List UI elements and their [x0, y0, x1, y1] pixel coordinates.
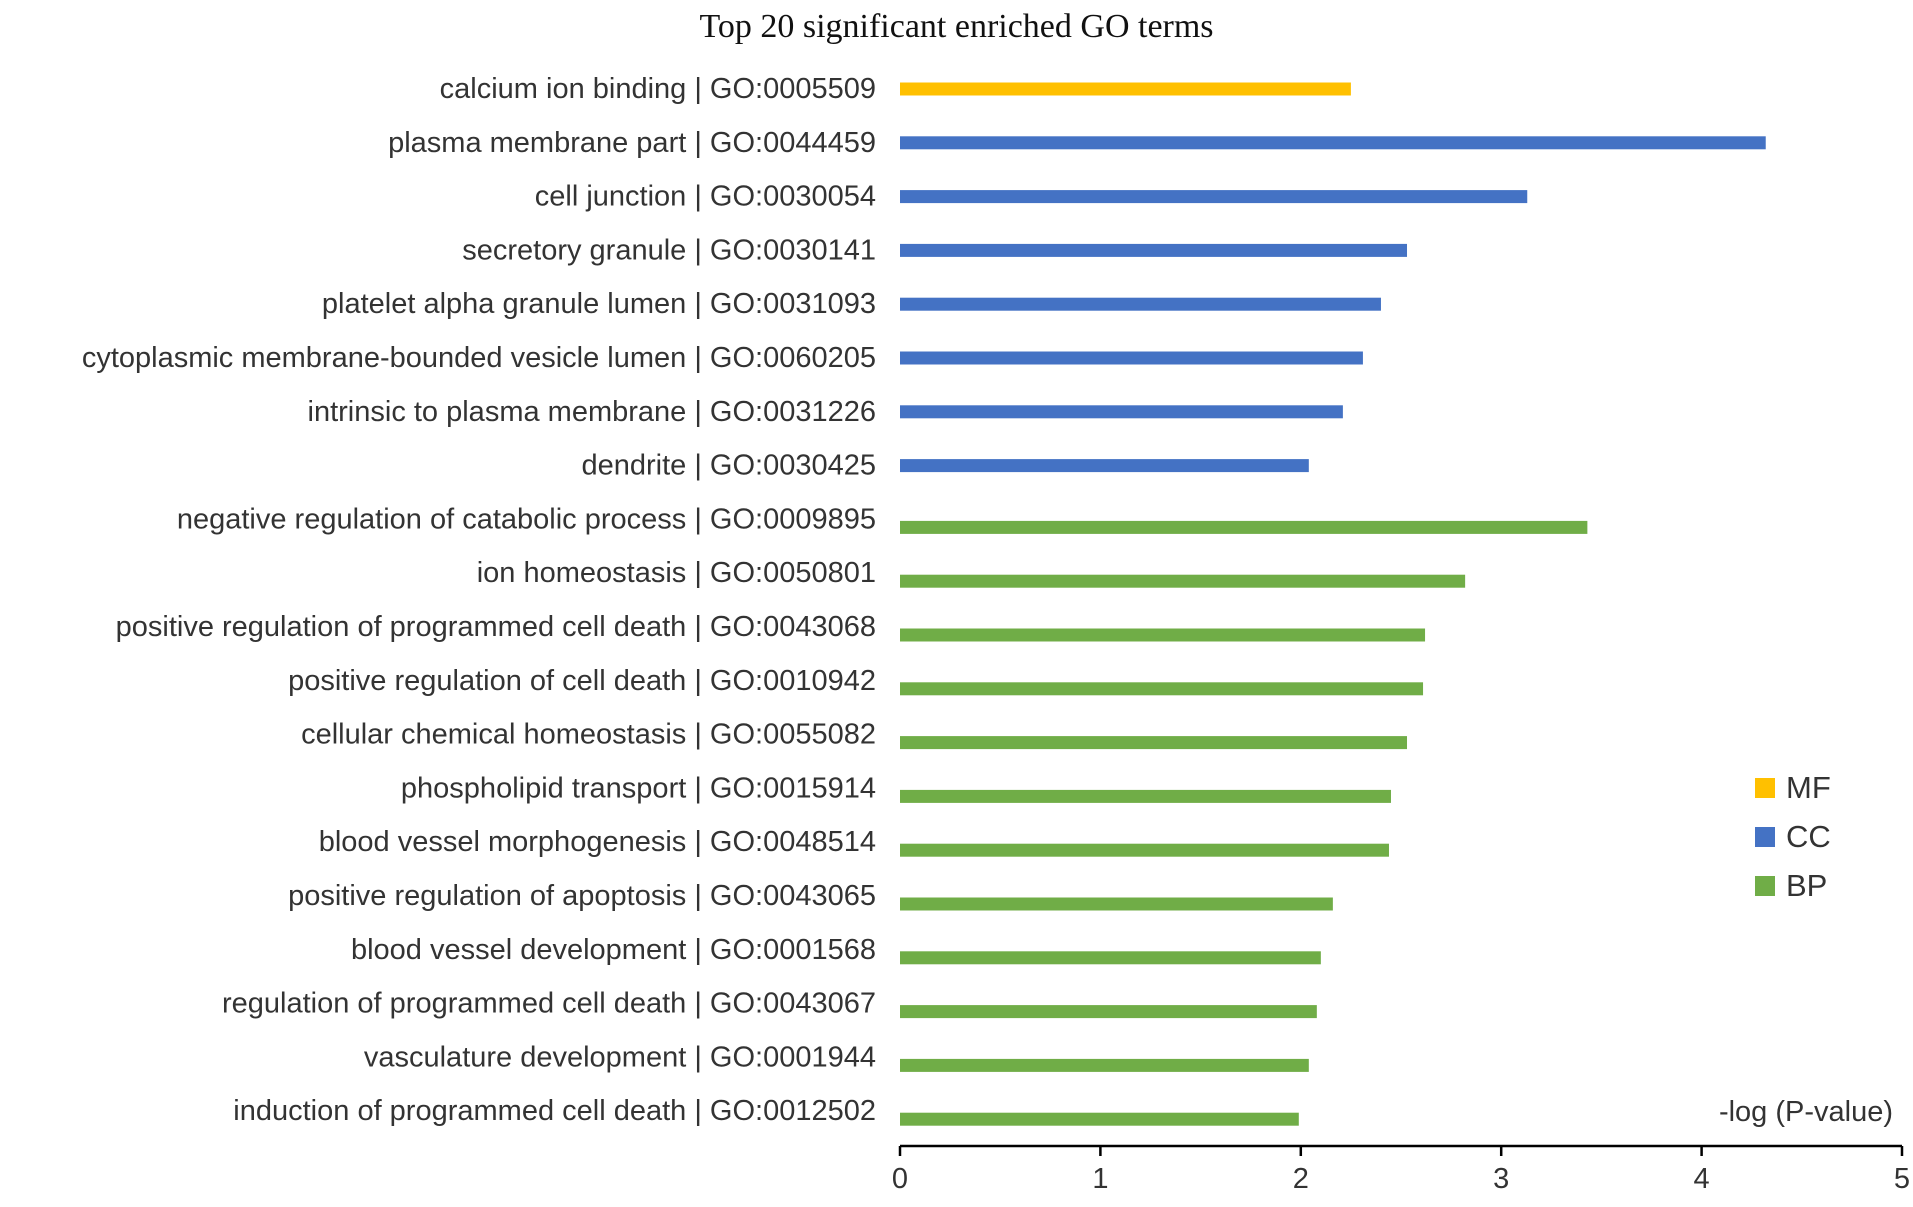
bar-cc: [900, 136, 1766, 150]
chart-title: Top 20 significant enriched GO terms: [699, 8, 1214, 45]
category-label: ion homeostasis | GO:0050801: [477, 557, 876, 589]
bar-cc: [900, 190, 1528, 204]
bar-mf: [900, 82, 1351, 96]
category-label: dendrite | GO:0030425: [581, 450, 876, 482]
category-label: blood vessel development | GO:0001568: [351, 934, 876, 966]
bar-bp: [900, 843, 1389, 857]
bar-cc: [900, 243, 1408, 257]
bar-cc: [900, 459, 1309, 473]
category-label: positive regulation of programmed cell d…: [116, 611, 876, 643]
category-label: phospholipid transport | GO:0015914: [401, 772, 876, 804]
category-label: cell junction | GO:0030054: [535, 181, 876, 213]
bar-bp: [900, 1005, 1317, 1019]
category-label: calcium ion binding | GO:0005509: [440, 73, 876, 105]
category-label: intrinsic to plasma membrane | GO:003122…: [308, 396, 876, 428]
bar-bp: [900, 1058, 1309, 1072]
bar-bp: [900, 897, 1333, 911]
bar-bp: [900, 682, 1424, 696]
category-label: regulation of programmed cell death | GO…: [222, 988, 876, 1020]
category-label: cellular chemical homeostasis | GO:00550…: [301, 719, 876, 751]
legend-label-bp: BP: [1786, 868, 1827, 903]
legend-swatch-bp: [1755, 876, 1775, 896]
category-label: cytoplasmic membrane-bounded vesicle lum…: [82, 342, 876, 374]
bar-bp: [900, 520, 1588, 534]
category-label: positive regulation of apoptosis | GO:00…: [288, 880, 876, 912]
legend-swatch-mf: [1755, 778, 1775, 798]
bar-cc: [900, 351, 1363, 365]
bar-bp: [900, 736, 1408, 750]
category-label: plasma membrane part | GO:0044459: [388, 127, 876, 159]
category-label: secretory granule | GO:0030141: [462, 234, 876, 266]
legend-swatch-cc: [1755, 827, 1775, 847]
x-tick-label: 0: [892, 1163, 908, 1195]
category-label: vasculature development | GO:0001944: [364, 1041, 876, 1073]
category-label: positive regulation of cell death | GO:0…: [288, 665, 876, 697]
category-label: negative regulation of catabolic process…: [177, 503, 876, 535]
bar-bp: [900, 628, 1426, 642]
x-tick-label: 5: [1894, 1163, 1910, 1195]
x-tick-label: 1: [1092, 1163, 1108, 1195]
bar-cc: [900, 297, 1381, 311]
x-axis-label: -log (P-value): [1719, 1096, 1893, 1128]
x-tick-label: 4: [1694, 1163, 1710, 1195]
bar-bp: [900, 574, 1466, 588]
bar-cc: [900, 405, 1343, 419]
bar-bp: [900, 789, 1391, 803]
category-label: blood vessel morphogenesis | GO:0048514: [319, 826, 876, 858]
x-tick-label: 2: [1293, 1163, 1309, 1195]
bar-bp: [900, 1112, 1299, 1126]
legend-label-mf: MF: [1786, 770, 1831, 805]
category-label: platelet alpha granule lumen | GO:003109…: [322, 288, 876, 320]
x-tick-label: 3: [1493, 1163, 1509, 1195]
category-label: induction of programmed cell death | GO:…: [233, 1095, 876, 1127]
legend-label-cc: CC: [1786, 819, 1831, 854]
bar-bp: [900, 951, 1321, 965]
